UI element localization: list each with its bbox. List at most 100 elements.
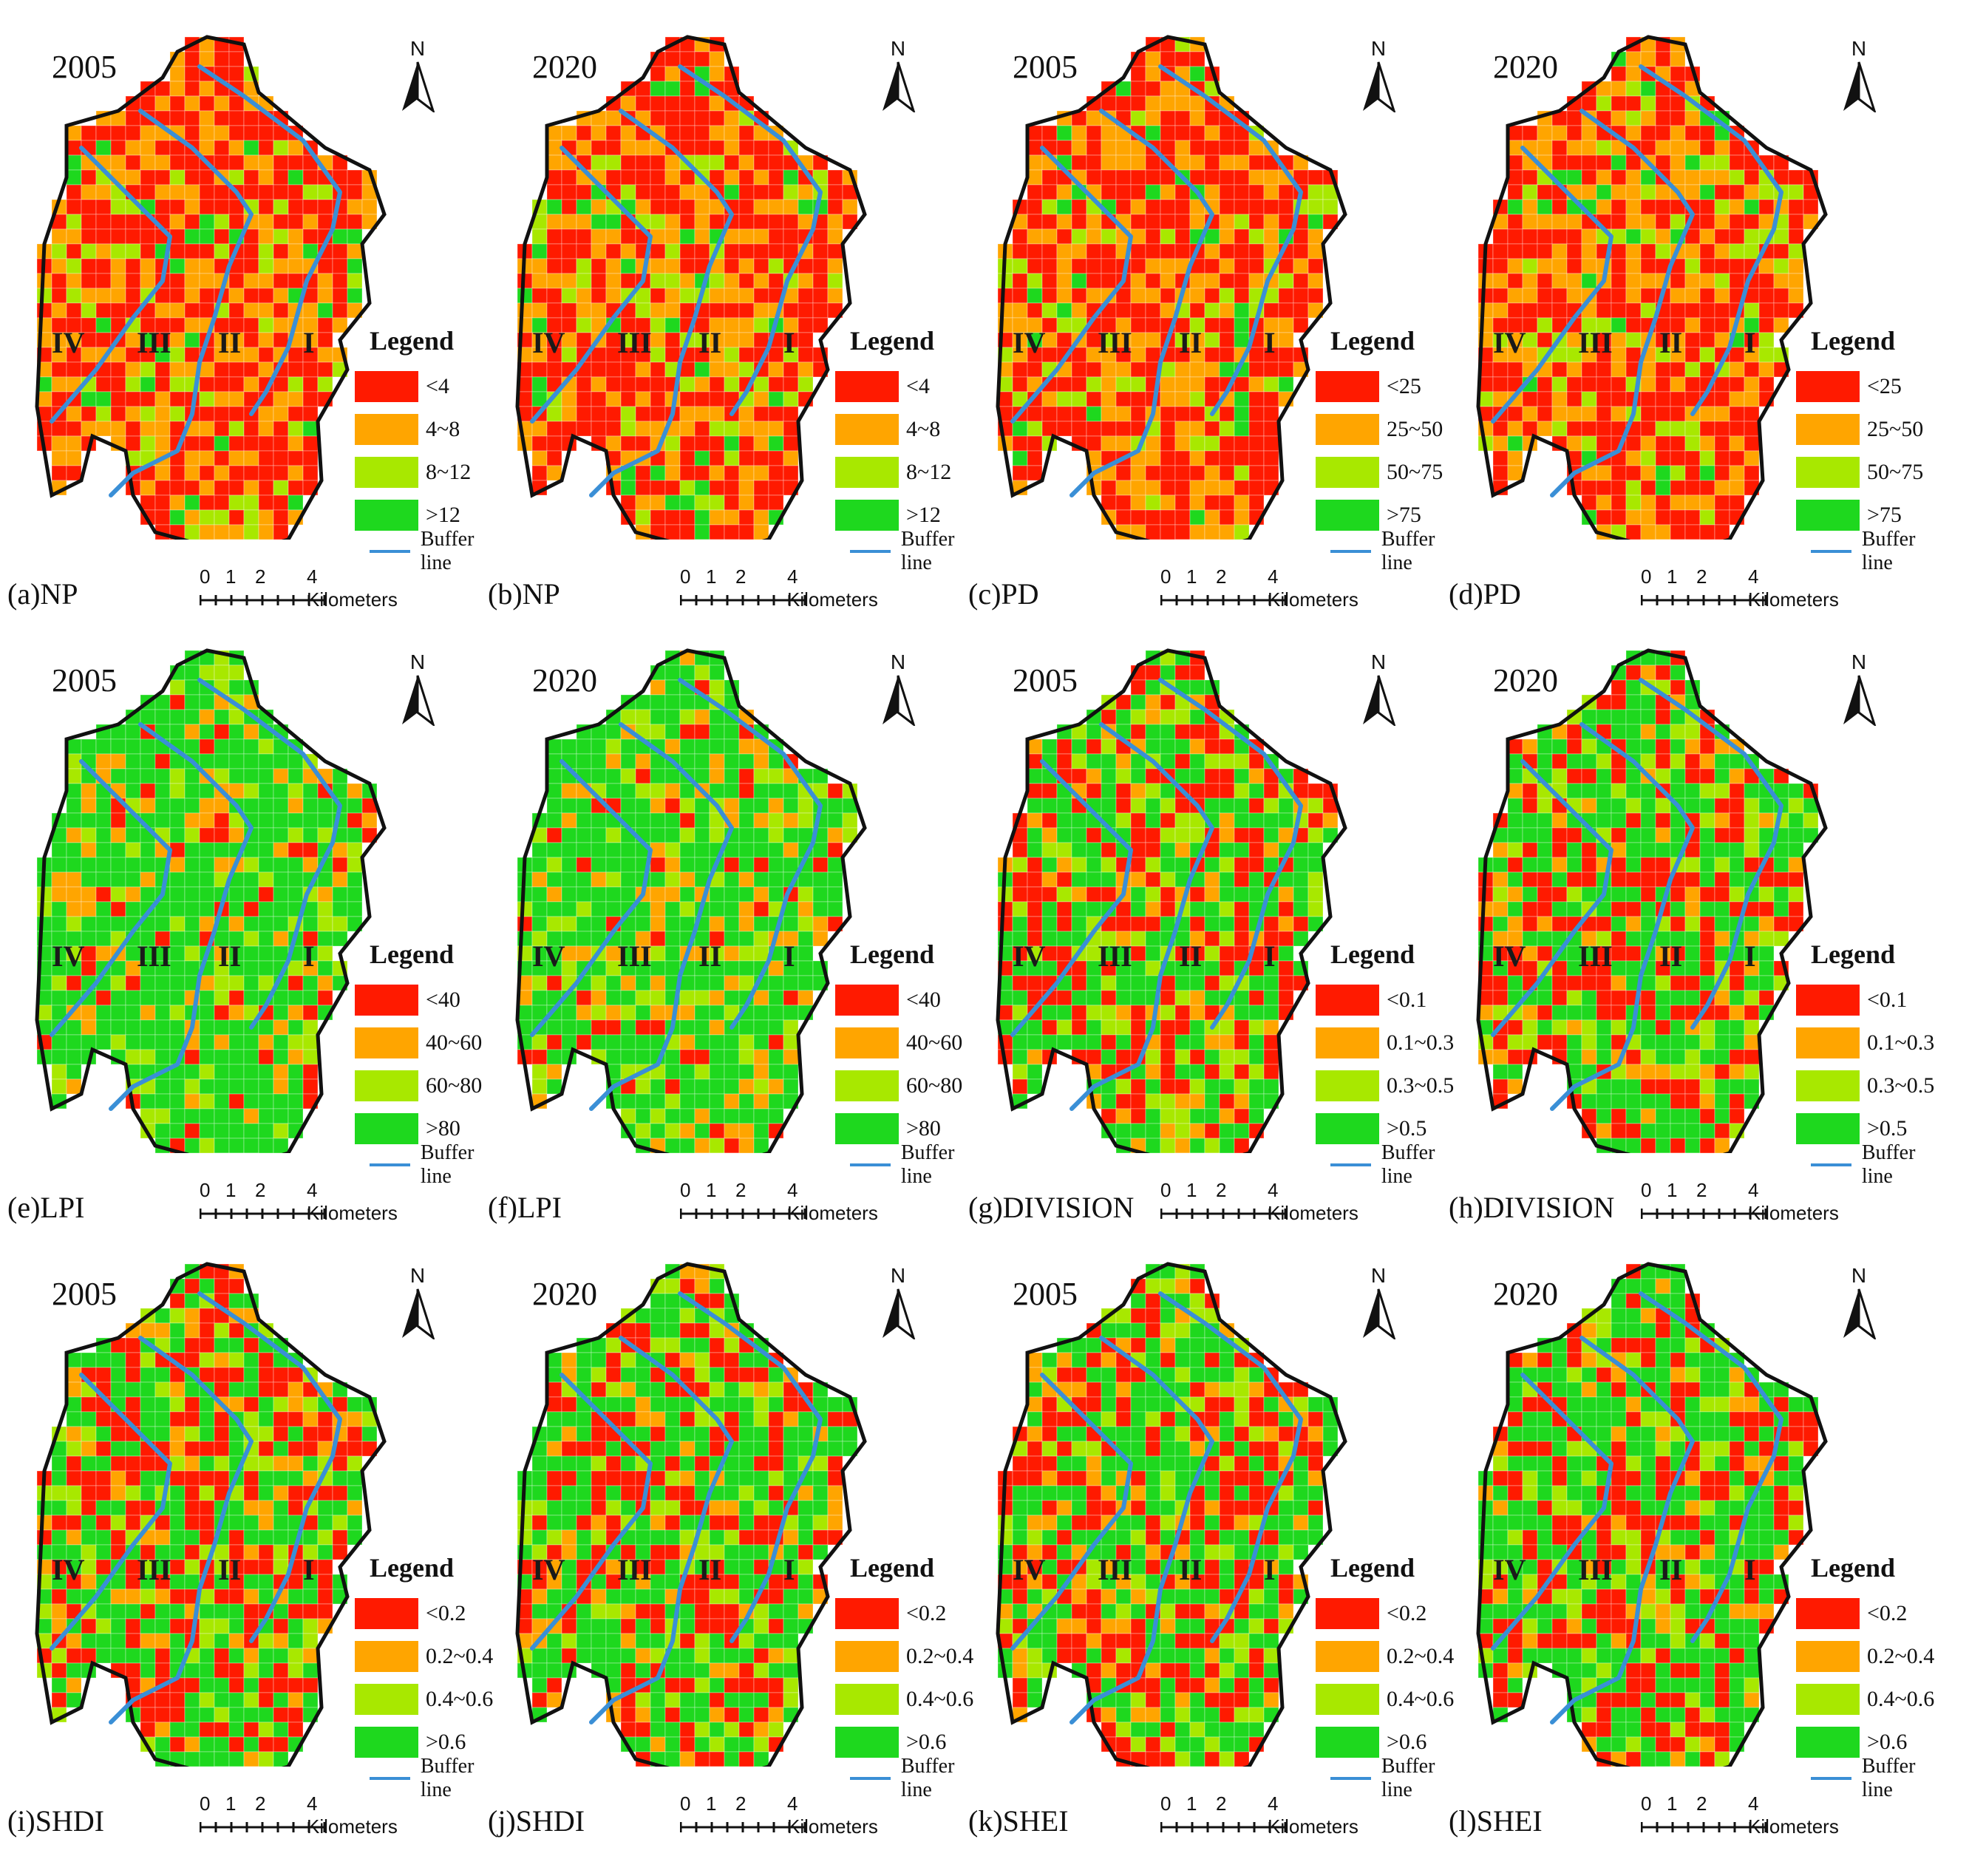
grid-cell <box>679 901 696 917</box>
grid-cell <box>110 347 126 363</box>
zone-label-iv: IV <box>1013 939 1046 973</box>
grid-cell <box>1744 199 1760 215</box>
grid-cell <box>1744 1064 1760 1080</box>
grid-cell <box>1278 931 1294 947</box>
grid-cell <box>650 1078 666 1095</box>
grid-cell <box>1307 842 1324 858</box>
grid-cell <box>1492 886 1509 903</box>
grid-cell <box>1219 495 1235 511</box>
grid-cell <box>1729 228 1745 245</box>
grid-cell <box>1130 243 1146 259</box>
grid-cell <box>783 1019 799 1036</box>
grid-cell <box>531 258 548 274</box>
grid-cell <box>1596 916 1612 932</box>
grid-cell <box>531 1049 548 1065</box>
grid-cell <box>1655 1049 1671 1065</box>
grid-cell <box>288 273 304 289</box>
grid-cell <box>199 95 215 112</box>
grid-cell <box>1522 827 1538 843</box>
grid-cell <box>66 450 82 466</box>
grid-cell <box>1204 1034 1220 1050</box>
grid-cell <box>243 783 259 799</box>
grid-cell <box>546 827 562 843</box>
grid-cell <box>1611 81 1627 97</box>
grid-cell <box>1581 1093 1597 1109</box>
grid-cell <box>1611 1078 1627 1095</box>
year-label: 2020 <box>1493 49 1558 85</box>
grid-cell <box>1611 243 1627 259</box>
scale-tick: 0 <box>1641 1179 1652 1201</box>
buffer-line <box>109 109 254 497</box>
grid-cell <box>635 421 651 437</box>
grid-cell <box>228 288 245 304</box>
grid-cell <box>679 916 696 932</box>
grid-cell <box>110 302 126 319</box>
grid-cell <box>635 495 651 511</box>
grid-cell <box>783 1034 799 1050</box>
grid-cell <box>724 901 740 917</box>
grid-cell <box>228 709 245 725</box>
grid-cell <box>753 169 769 186</box>
grid-cell <box>1625 960 1642 976</box>
grid-cell <box>1670 125 1686 141</box>
grid-cell <box>361 199 378 215</box>
grid-cell <box>1492 273 1509 289</box>
grid-cell <box>1071 753 1087 769</box>
legend-item: <0.1 <box>1316 979 1463 1022</box>
scale-bar: 0 1 2 4 Kilometers <box>200 565 398 611</box>
grid-cell <box>332 273 348 289</box>
legend-swatch <box>1796 414 1860 445</box>
grid-cell <box>1160 812 1176 829</box>
grid-cell <box>1625 288 1642 304</box>
grid-cell <box>650 184 666 200</box>
grid-cell <box>1145 524 1161 540</box>
grid-cell <box>258 524 274 540</box>
grid-cell <box>1684 975 1701 991</box>
grid-cell <box>1293 258 1309 274</box>
grid-cell <box>347 812 363 829</box>
grid-cell <box>302 975 319 991</box>
grid-cell <box>694 990 710 1006</box>
grid-cell <box>620 361 636 378</box>
grid-cell <box>302 857 319 873</box>
grid-cell <box>753 450 769 466</box>
grid-cell <box>635 1078 651 1095</box>
grid-cell <box>738 317 755 333</box>
grid-cell <box>1145 51 1161 67</box>
grid-cell <box>827 827 843 843</box>
grid-cell <box>694 1005 710 1021</box>
grid-cell <box>1174 827 1191 843</box>
grid-cell <box>1714 273 1730 289</box>
grid-cell <box>1581 871 1597 888</box>
grid-cell <box>1071 916 1087 932</box>
grid-cell <box>1788 842 1804 858</box>
grid-cell <box>709 679 725 696</box>
grid-cell <box>694 827 710 843</box>
grid-cell <box>1174 243 1191 259</box>
grid-cell <box>1130 480 1146 496</box>
grid-cell <box>51 857 67 873</box>
grid-cell <box>243 798 259 814</box>
grid-cell <box>1507 901 1523 917</box>
grid-cell <box>288 768 304 784</box>
grid-cell <box>1027 871 1043 888</box>
grid-cell <box>81 406 97 422</box>
grid-cell <box>1492 1064 1509 1080</box>
grid-cell <box>110 273 126 289</box>
grid-cell <box>1234 886 1250 903</box>
legend-buffer-item: Buffer line <box>850 528 983 574</box>
grid-cell <box>1758 945 1775 962</box>
grid-cell <box>591 140 607 156</box>
grid-cell <box>738 273 755 289</box>
grid-cell <box>1189 1123 1205 1139</box>
grid-cell <box>1174 812 1191 829</box>
grid-cell <box>1684 495 1701 511</box>
grid-cell <box>1189 1138 1205 1153</box>
grid-cell <box>1773 302 1789 319</box>
grid-cell <box>1278 975 1294 991</box>
grid-cell <box>1027 783 1043 799</box>
grid-cell <box>273 273 289 289</box>
grid-cell <box>1625 465 1642 481</box>
grid-cell <box>140 783 156 799</box>
grid-cell <box>66 361 82 378</box>
